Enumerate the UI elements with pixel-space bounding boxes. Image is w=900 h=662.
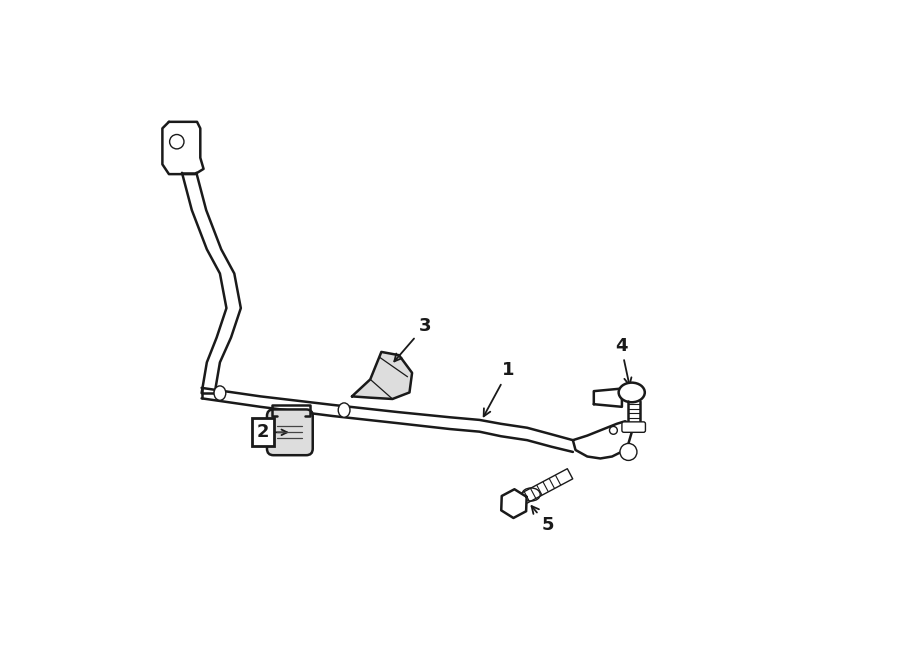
Polygon shape <box>501 489 526 518</box>
Polygon shape <box>516 469 572 506</box>
Text: 5: 5 <box>532 506 554 534</box>
Circle shape <box>609 426 617 434</box>
Polygon shape <box>162 122 203 174</box>
Text: 1: 1 <box>483 361 515 416</box>
FancyBboxPatch shape <box>622 422 645 432</box>
Circle shape <box>169 134 184 149</box>
Polygon shape <box>202 388 573 452</box>
FancyBboxPatch shape <box>267 409 312 455</box>
Polygon shape <box>182 173 241 393</box>
Ellipse shape <box>338 403 350 417</box>
Text: 4: 4 <box>615 336 632 385</box>
Polygon shape <box>594 389 622 407</box>
Text: 2: 2 <box>256 423 269 442</box>
Ellipse shape <box>618 383 644 402</box>
Circle shape <box>620 444 637 461</box>
Ellipse shape <box>522 488 540 501</box>
Ellipse shape <box>214 386 226 401</box>
Polygon shape <box>573 421 632 459</box>
Text: 3: 3 <box>394 317 431 361</box>
Polygon shape <box>352 352 412 399</box>
